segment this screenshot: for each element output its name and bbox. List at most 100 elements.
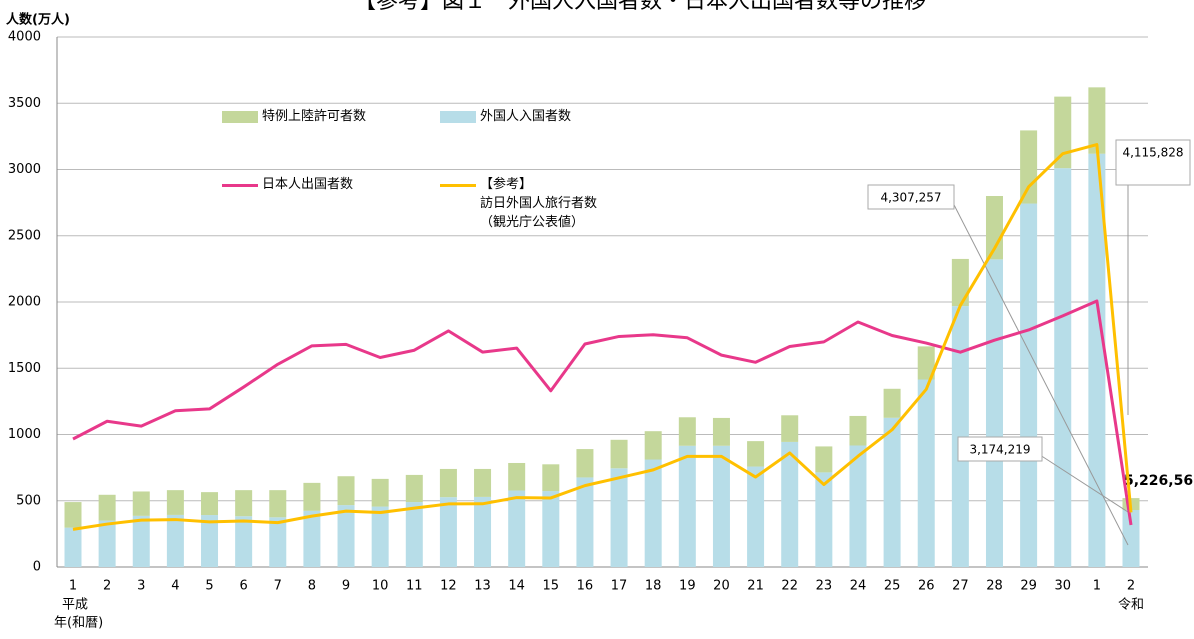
y-tick-label: 0 xyxy=(33,560,41,575)
callout-box xyxy=(957,436,1043,462)
bar xyxy=(303,482,321,511)
x-tick-label: 12 xyxy=(440,579,457,594)
bar xyxy=(712,417,730,446)
callout-line xyxy=(949,196,1129,546)
bar xyxy=(337,476,355,506)
bar xyxy=(644,459,662,567)
x-tick-label: 4 xyxy=(171,579,179,594)
x-tick-label: 16 xyxy=(577,579,594,594)
bar xyxy=(644,431,662,460)
bar xyxy=(542,464,560,492)
x-tick-label: 13 xyxy=(474,579,491,594)
bar xyxy=(610,468,628,567)
chart-title: 【参考】図１ 外国人入国者数・日本人出国者数等の推移 xyxy=(354,0,926,14)
x-tick-label: 18 xyxy=(645,579,662,594)
bar xyxy=(269,517,287,567)
bar xyxy=(849,445,867,567)
bar xyxy=(371,478,389,507)
x-tick-label: 2 xyxy=(1127,579,1135,594)
x-tick-label: 11 xyxy=(406,579,423,594)
y-tick-label: 1000 xyxy=(8,427,41,442)
y-tick-label: 2000 xyxy=(8,295,41,310)
bar xyxy=(269,490,287,518)
x-tick-label: 28 xyxy=(986,579,1003,594)
bar xyxy=(1088,87,1106,154)
bar xyxy=(747,441,765,467)
bar xyxy=(405,474,423,503)
bar xyxy=(405,502,423,567)
bar xyxy=(64,527,82,567)
bar xyxy=(815,446,833,473)
bar xyxy=(712,445,730,567)
callout-box xyxy=(867,184,955,210)
x-tick-label: 19 xyxy=(679,579,696,594)
legend-label: 特例上陸許可者数 xyxy=(262,109,367,124)
x-tick-label: 26 xyxy=(918,579,935,594)
bar xyxy=(815,472,833,567)
bar xyxy=(1054,96,1072,169)
bar xyxy=(201,515,219,567)
callout-line xyxy=(1039,454,1129,513)
x-tick-label: 15 xyxy=(543,579,560,594)
x-tick-label: 24 xyxy=(850,579,867,594)
bar xyxy=(439,468,457,498)
bar xyxy=(235,490,253,517)
callout-box xyxy=(1115,139,1191,186)
legend-swatch xyxy=(440,183,476,187)
x-tick-label: 20 xyxy=(713,579,730,594)
bar xyxy=(678,445,696,567)
bar xyxy=(951,258,969,307)
line-series xyxy=(72,299,1133,526)
x-tick-label: 9 xyxy=(342,579,350,594)
bar xyxy=(1020,130,1038,204)
x-tick-label: 5 xyxy=(205,579,213,594)
x-tick-label: 10 xyxy=(372,579,389,594)
annotation: 4,115,828 xyxy=(1122,146,1183,160)
y-tick-label: 3000 xyxy=(8,162,41,177)
bar xyxy=(166,490,184,515)
bar xyxy=(132,515,150,567)
legend-swatch xyxy=(222,111,258,123)
bar xyxy=(98,494,116,521)
x-tick-label: 2 xyxy=(103,579,111,594)
bar xyxy=(985,259,1003,567)
line-series xyxy=(72,143,1133,531)
bar xyxy=(337,505,355,567)
bar xyxy=(303,510,321,567)
y-axis-label: 人数(万人) xyxy=(6,12,70,28)
y-tick-label: 4000 xyxy=(8,30,41,45)
x-tick-label: 23 xyxy=(816,579,833,594)
x-tick-label: 7 xyxy=(274,579,282,594)
bar xyxy=(917,379,935,567)
legend-label: 日本人出国者数 xyxy=(262,177,354,192)
bar xyxy=(201,492,219,516)
bar xyxy=(576,449,594,478)
bar xyxy=(371,506,389,567)
y-tick-label: 3500 xyxy=(8,96,41,111)
x-tick-label: 6 xyxy=(240,579,248,594)
x-tick-label: 14 xyxy=(508,579,525,594)
bar xyxy=(849,415,867,446)
bar xyxy=(474,468,492,497)
x-tick-label: 3 xyxy=(137,579,145,594)
annotation: 4,307,257 xyxy=(880,191,941,205)
x-tick-label: 21 xyxy=(747,579,764,594)
annotation: 5,226,568 xyxy=(1124,473,1194,489)
bar xyxy=(781,415,799,442)
y-tick-label: 1500 xyxy=(8,361,41,376)
bar xyxy=(1020,203,1038,568)
bar xyxy=(64,502,82,528)
bar xyxy=(678,417,696,446)
y-tick-label: 500 xyxy=(16,493,41,508)
x-tick-label: 30 xyxy=(1054,579,1071,594)
bar xyxy=(1054,168,1072,568)
bar xyxy=(508,490,526,567)
x-tick-label: 22 xyxy=(781,579,798,594)
bar xyxy=(1088,153,1106,568)
bar xyxy=(883,417,901,567)
x-axis-label: 年(和暦) xyxy=(54,616,103,631)
x-tick-label: 25 xyxy=(884,579,901,594)
bar xyxy=(508,462,526,491)
legend-swatch xyxy=(440,111,476,123)
